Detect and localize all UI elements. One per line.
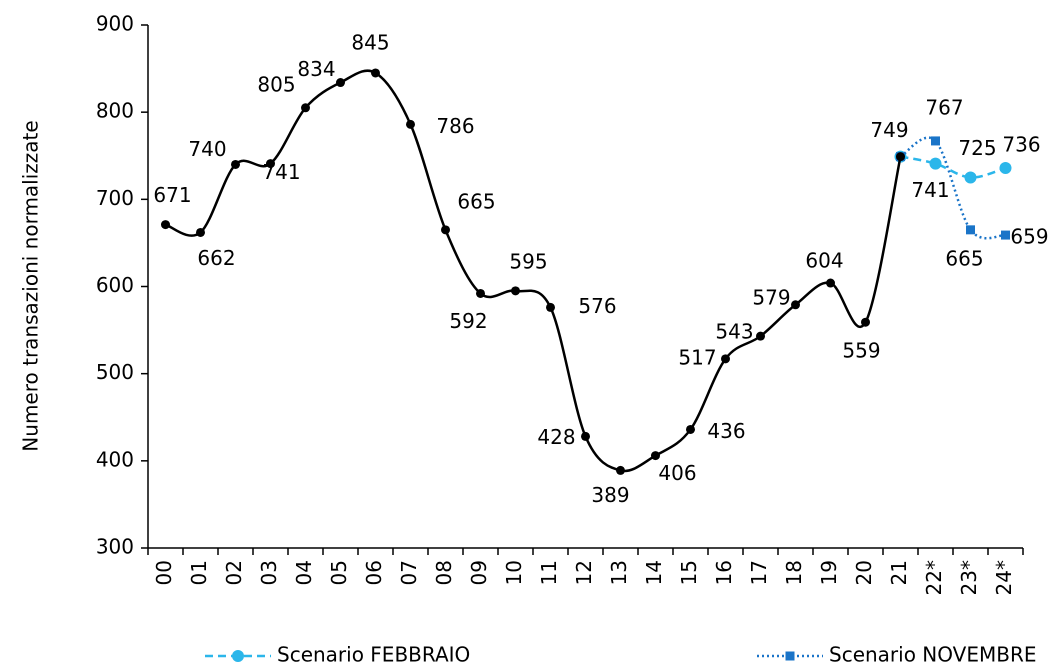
y-tick-label: 400 [96, 447, 134, 471]
data-label: 665 [457, 189, 495, 213]
x-tick-label: 00 [152, 560, 176, 585]
y-tick-label: 900 [96, 12, 134, 36]
marker [406, 119, 415, 129]
data-label: 428 [537, 425, 575, 449]
marker [371, 68, 380, 78]
data-label: 389 [591, 483, 629, 507]
x-tick-label: 02 [222, 560, 246, 585]
x-tick-label: 20 [852, 560, 876, 585]
x-tick-label: 04 [292, 560, 316, 585]
marker [826, 278, 835, 288]
data-label: 406 [658, 461, 696, 485]
y-tick-label: 800 [96, 99, 134, 123]
x-tick-label: 16 [712, 560, 736, 585]
marker [896, 152, 905, 162]
y-tick-label: 600 [96, 273, 134, 297]
data-label: 741 [262, 160, 300, 184]
x-tick-label: 03 [257, 560, 281, 585]
marker [1001, 230, 1010, 240]
x-tick-label: 07 [397, 560, 421, 585]
marker [441, 225, 450, 235]
marker [511, 286, 520, 296]
x-tick-label: 13 [607, 560, 631, 585]
x-tick-label: 21 [887, 560, 911, 585]
data-label: 725 [958, 136, 996, 160]
x-tick-label: 18 [782, 560, 806, 585]
data-label: 736 [1002, 132, 1040, 156]
data-label: 662 [197, 246, 235, 270]
data-label: 740 [188, 137, 226, 161]
data-label: 749 [870, 118, 908, 142]
x-tick-label: 08 [432, 560, 456, 585]
data-label: 834 [297, 57, 335, 81]
marker [616, 465, 625, 475]
marker [966, 225, 975, 235]
marker [581, 431, 590, 441]
marker [686, 424, 695, 434]
data-label: 845 [351, 30, 389, 54]
legend-marker [785, 651, 795, 661]
legend-label: Scenario FEBBRAIO [277, 643, 470, 667]
marker [756, 331, 765, 341]
marker [476, 288, 485, 298]
legend-marker [232, 650, 244, 662]
marker [999, 161, 1012, 174]
marker [791, 300, 800, 310]
marker [721, 354, 730, 364]
marker [546, 302, 555, 312]
marker [931, 136, 940, 146]
data-label: 671 [153, 183, 191, 207]
marker [964, 171, 977, 184]
data-label: 767 [925, 95, 963, 119]
data-label: 592 [449, 309, 487, 333]
y-tick-label: 500 [96, 360, 134, 384]
marker [301, 103, 310, 113]
marker [336, 78, 345, 88]
x-tick-label: 17 [747, 560, 771, 585]
x-tick-label: 11 [537, 560, 561, 585]
data-label: 741 [911, 178, 949, 202]
x-tick-label: 19 [817, 560, 841, 585]
marker [196, 227, 205, 237]
marker [161, 220, 170, 230]
data-label: 805 [257, 72, 295, 96]
data-label: 576 [578, 294, 616, 318]
x-tick-label: 22* [922, 560, 946, 595]
marker [651, 451, 660, 461]
y-axis-label: Numero transazioni normalizzate [19, 120, 43, 451]
data-label: 559 [842, 339, 880, 363]
data-label: 786 [436, 114, 474, 138]
line [900, 155, 1006, 179]
marker [861, 317, 870, 327]
x-tick-label: 23* [957, 560, 981, 595]
y-tick-label: 300 [96, 535, 134, 559]
x-tick-label: 15 [677, 560, 701, 585]
x-tick-label: 05 [327, 560, 351, 585]
x-tick-label: 10 [502, 560, 526, 585]
data-label: 517 [678, 345, 716, 369]
x-tick-label: 09 [467, 560, 491, 585]
marker [231, 159, 240, 169]
x-tick-label: 12 [572, 560, 596, 585]
x-tick-label: 01 [187, 560, 211, 585]
data-label: 659 [1010, 225, 1048, 249]
x-tick-label: 14 [642, 560, 666, 585]
data-label: 579 [752, 285, 790, 309]
legend-label: Scenario NOVEMBRE [829, 643, 1036, 667]
data-label: 436 [707, 419, 745, 443]
x-tick-label: 06 [362, 560, 386, 585]
data-label: 595 [509, 249, 547, 273]
marker [929, 157, 942, 170]
marker [266, 159, 275, 169]
y-tick-label: 700 [96, 186, 134, 210]
data-label: 543 [715, 320, 753, 344]
data-label: 604 [805, 249, 843, 273]
x-tick-label: 24* [992, 560, 1016, 595]
data-label: 665 [945, 246, 983, 270]
